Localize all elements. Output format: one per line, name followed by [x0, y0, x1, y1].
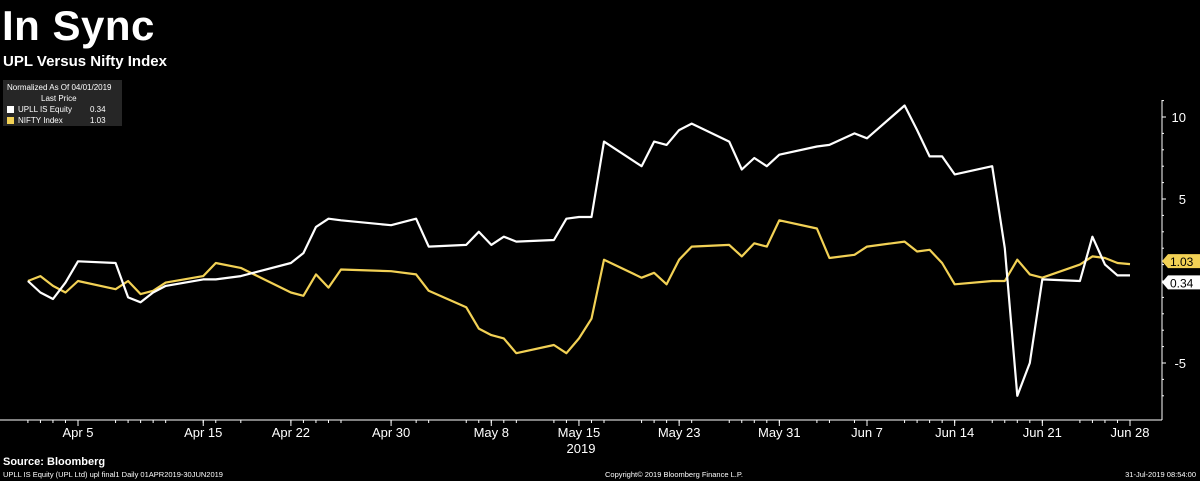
legend-subheading: Last Price: [41, 94, 77, 103]
y-tick-label: -5: [1174, 356, 1186, 371]
x-tick-label: Apr 15: [184, 425, 222, 440]
legend-entry-upl: UPLL IS Equity 0.34: [7, 104, 122, 115]
x-tick-label: Jun 14: [935, 425, 974, 440]
x-tick-label: Apr 5: [62, 425, 93, 440]
legend-swatch-nifty: [7, 117, 14, 124]
chart-title: In Sync: [2, 2, 155, 49]
timestamp: 31-Jul-2019 08:54:00: [1125, 470, 1196, 479]
legend-entry-nifty: NIFTY Index 1.03: [7, 115, 122, 126]
chart-subtitle: UPL Versus Nifty Index: [3, 53, 167, 70]
x-tick-label: Jun 21: [1023, 425, 1062, 440]
last-value-tag-upl: [1162, 275, 1200, 290]
x-tick-label: May 15: [558, 425, 601, 440]
x-tick-label: May 31: [758, 425, 801, 440]
x-tick-label: Apr 30: [372, 425, 410, 440]
legend-heading: Normalized As Of 04/01/2019: [7, 83, 112, 92]
legend-label-nifty: NIFTY Index: [18, 116, 63, 125]
x-tick-label: Apr 22: [272, 425, 310, 440]
x-tick-label: May 8: [474, 425, 509, 440]
legend-value-nifty: 1.03: [90, 116, 106, 125]
x-tick-label: Jun 28: [1110, 425, 1149, 440]
series-line-upl: [27, 104, 1130, 397]
legend-label-upl: UPLL IS Equity: [18, 105, 72, 114]
last-value-tag-nifty: [1162, 254, 1200, 269]
x-tick-label: May 23: [658, 425, 701, 440]
copyright-note: Copyright© 2019 Bloomberg Finance L.P.: [605, 470, 743, 479]
security-note: UPLL IS Equity (UPL Ltd) upl final1 Dail…: [3, 470, 223, 479]
y-tick-label: 5: [1179, 192, 1186, 207]
legend-swatch-upl: [7, 106, 14, 113]
y-tick-label: 10: [1172, 110, 1186, 125]
last-value-label-nifty: 1.03: [1170, 255, 1194, 269]
last-value-label-upl: 0.34: [1170, 276, 1194, 290]
series-line-nifty: [27, 219, 1131, 355]
legend: Normalized As Of 04/01/2019 Last Price U…: [3, 80, 122, 126]
x-tick-label: Jun 7: [851, 425, 883, 440]
x-axis-label: 2019: [567, 441, 596, 456]
source-note: Source: Bloomberg: [3, 456, 106, 468]
legend-value-upl: 0.34: [90, 105, 106, 114]
